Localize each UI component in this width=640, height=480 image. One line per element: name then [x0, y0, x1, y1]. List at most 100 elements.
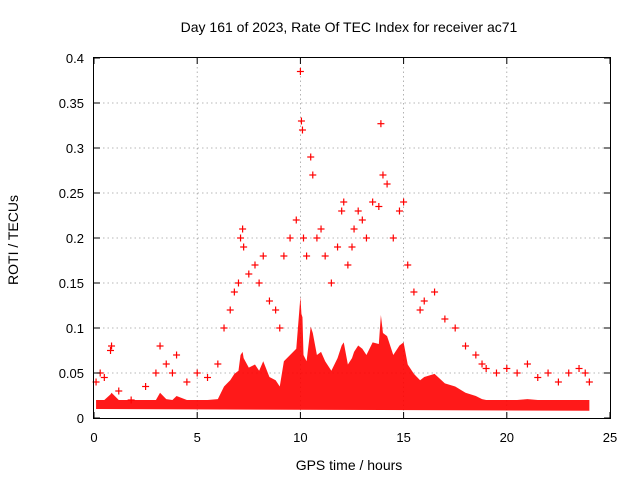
y-tick-label: 0.35 — [59, 96, 84, 111]
data-point — [259, 252, 267, 260]
data-point — [297, 117, 305, 125]
dense-band-area — [96, 296, 590, 411]
y-tick-labels: 0 0.05 0.1 0.15 0.2 0.25 0.3 0.35 0.4 — [59, 51, 84, 426]
data-point — [350, 225, 358, 233]
data-point — [142, 383, 150, 390]
data-point — [420, 297, 428, 305]
data-point — [220, 324, 228, 332]
data-point — [503, 365, 511, 372]
data-point — [296, 68, 304, 75]
data-point — [309, 171, 317, 179]
data-point — [265, 297, 273, 305]
data-point — [255, 279, 263, 287]
x-axis-title: GPS time / hours — [296, 457, 403, 473]
data-point — [375, 203, 383, 210]
data-point — [478, 360, 486, 368]
data-point — [513, 369, 521, 377]
data-point — [230, 288, 238, 296]
data-point — [127, 396, 135, 404]
data-point — [313, 234, 321, 242]
x-tick-label: 20 — [500, 430, 514, 445]
data-point — [358, 216, 366, 224]
data-point — [344, 261, 352, 269]
data-point — [348, 243, 356, 251]
data-point — [554, 378, 562, 386]
data-point — [544, 369, 552, 377]
data-points — [92, 68, 593, 404]
chart-title: Day 161 of 2023, Rate Of TEC Index for r… — [181, 19, 518, 35]
data-point — [462, 342, 470, 350]
data-point — [410, 288, 418, 296]
data-point — [276, 324, 284, 332]
x-tick-label: 5 — [194, 430, 201, 445]
data-point — [307, 153, 315, 161]
data-point — [234, 279, 242, 287]
data-point — [321, 252, 329, 260]
data-point — [226, 306, 234, 314]
data-point — [193, 369, 201, 377]
data-point — [108, 342, 116, 350]
data-point — [431, 288, 439, 296]
data-point — [292, 216, 300, 224]
data-point — [340, 198, 348, 206]
data-point — [237, 234, 245, 242]
data-point — [565, 369, 573, 377]
y-tick-label: 0 — [77, 411, 84, 426]
data-point — [338, 207, 346, 215]
axis-ticks — [93, 57, 611, 419]
plot-frame — [93, 57, 611, 419]
data-point — [251, 261, 259, 269]
data-point — [286, 234, 294, 242]
data-point — [492, 369, 500, 377]
data-point — [280, 252, 288, 260]
data-point — [482, 365, 490, 372]
data-point — [334, 243, 342, 251]
data-point — [272, 306, 280, 314]
data-point — [168, 369, 176, 377]
data-point — [362, 234, 370, 242]
data-point — [389, 234, 397, 242]
data-point — [204, 374, 212, 381]
y-tick-label: 0.3 — [66, 141, 84, 156]
data-point — [581, 369, 589, 377]
data-point — [100, 374, 108, 381]
data-point — [240, 243, 248, 251]
data-point — [451, 324, 459, 332]
dense-data-band — [96, 296, 590, 411]
data-point — [156, 342, 164, 350]
data-point — [441, 315, 449, 323]
x-tick-labels: 0 5 10 15 20 25 — [90, 430, 617, 445]
data-point — [115, 387, 123, 395]
y-axis-title: ROTI / TECUs — [5, 195, 21, 285]
data-point — [354, 207, 362, 215]
data-point — [327, 279, 335, 287]
y-tick-label: 0.1 — [66, 321, 84, 336]
x-tick-label: 0 — [90, 430, 97, 445]
data-point — [369, 198, 377, 206]
data-point — [299, 234, 307, 242]
y-tick-label: 0.2 — [66, 231, 84, 246]
data-point — [162, 360, 170, 368]
data-point — [245, 270, 253, 278]
data-point — [383, 180, 391, 188]
x-tick-label: 10 — [293, 430, 307, 445]
data-point — [298, 126, 306, 134]
data-point — [173, 351, 181, 359]
data-point — [534, 374, 542, 381]
data-point — [395, 207, 403, 215]
data-point — [400, 198, 408, 206]
data-point — [107, 347, 115, 354]
x-tick-label: 15 — [396, 430, 410, 445]
data-point — [585, 378, 593, 386]
y-tick-label: 0.15 — [59, 276, 84, 291]
data-point — [317, 225, 325, 233]
data-point — [239, 225, 247, 233]
data-point — [472, 351, 480, 359]
y-tick-label: 0.4 — [66, 51, 84, 66]
data-point — [523, 360, 531, 368]
data-point — [152, 369, 160, 377]
y-tick-label: 0.05 — [59, 366, 84, 381]
x-tick-label: 25 — [603, 430, 617, 445]
data-point — [575, 365, 583, 372]
